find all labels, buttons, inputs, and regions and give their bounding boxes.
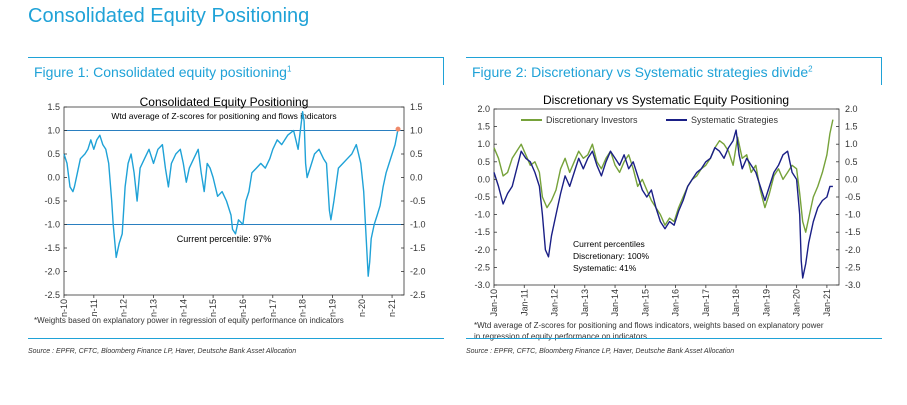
y-tick-label-right: -0.5 [410,196,426,206]
x-tick-label: Jan-18 [298,299,308,317]
x-tick-label: Jan-16 [671,289,681,317]
y-tick-label-right: -1.0 [410,220,426,230]
y-tick-label-left: 0.5 [47,149,60,159]
x-tick-label: Jan-19 [761,289,771,317]
figure-2-title: Figure 2: Discretionary vs Systematic st… [472,64,813,80]
x-tick-label: Jan-17 [268,299,278,317]
y-tick-label-left: 1.0 [47,126,60,136]
y-tick-label-right: 0.0 [845,174,858,184]
y-tick-label-right: -1.0 [845,210,861,220]
y-tick-label-left: -2.5 [474,262,490,272]
x-tick-label: Jan-14 [610,289,620,317]
legend-discretionary-label: Discretionary Investors [546,115,638,125]
y-tick-label-left: -1.5 [474,227,490,237]
x-tick-label: Jan-10 [489,289,499,317]
y-tick-label-left: -1.0 [474,210,490,220]
y-tick-label-right: 0.5 [845,157,858,167]
y-tick-label-right: -2.5 [845,262,861,272]
y-tick-label-left: 2.0 [477,104,490,114]
y-tick-label-left: -2.0 [44,267,60,277]
y-tick-label-left: -0.5 [44,196,60,206]
x-tick-label: Jan-21 [387,299,397,317]
x-tick-label: Jan-18 [731,289,741,317]
y-tick-label-left: -2.0 [474,245,490,255]
x-tick-label: Jan-12 [550,289,560,317]
y-tick-label-left: -3.0 [474,280,490,290]
figure-2-header: Figure 2: Discretionary vs Systematic st… [466,57,882,85]
figure-1-current-percentile: Current percentile: 97% [177,234,272,244]
figure-1-source: Source : EPFR, CFTC, Bloomberg Finance L… [28,338,444,355]
x-tick-label: Jan-14 [178,299,188,317]
y-tick-label-right: 2.0 [845,104,858,114]
y-tick-label-left: 1.5 [47,102,60,112]
x-tick-label: Jan-11 [89,299,99,317]
x-tick-label: Jan-10 [59,299,69,317]
y-tick-label-right: 1.0 [410,126,423,136]
y-tick-label-left: -0.5 [474,192,490,202]
y-tick-label-right: -2.0 [845,245,861,255]
y-tick-label-left: 0.0 [477,174,490,184]
series-line-consolidated-positioning [63,111,399,277]
figure-2-plot-frame [493,108,840,286]
y-tick-label-right: 0.5 [410,149,423,159]
figure-2-footnote-line-1: *Wtd average of Z-scores for positioning… [474,321,824,330]
figure-1-plot-frame [63,106,405,296]
y-tick-label-right: -3.0 [845,280,861,290]
current-value-marker [395,126,401,132]
figure-2-chart: Discretionary vs Systematic Equity Posit… [474,93,861,317]
y-tick-label-right: 0.0 [410,173,423,183]
figure-2-systematic-percentile: Systematic: 41% [573,263,637,273]
figure-2-percentiles-heading: Current percentiles [573,239,645,249]
figure-1-footnote: *Weights based on explanatory power in r… [34,316,344,325]
y-tick-label-right: -2.0 [410,267,426,277]
y-tick-label-right: 1.0 [845,139,858,149]
y-tick-label-right: -1.5 [845,227,861,237]
x-tick-label: Jan-13 [580,289,590,317]
x-tick-label: Jan-20 [357,299,367,317]
y-tick-label-right: 1.5 [845,122,858,132]
figure-2-source: Source : EPFR, CFTC, Bloomberg Finance L… [466,338,882,355]
figure-2-panel: Figure 2: Discretionary vs Systematic st… [466,57,882,377]
figure-2-chart-title: Discretionary vs Systematic Equity Posit… [543,93,789,107]
y-tick-label-left: -1.0 [44,220,60,230]
x-tick-label: Jan-13 [148,299,158,317]
figure-1-title: Figure 1: Consolidated equity positionin… [34,64,292,80]
x-tick-label: Jan-15 [640,289,650,317]
figure-1-chart-title: Consolidated Equity Positioning [140,95,309,109]
figure-1-chart-subtitle: Wtd average of Z-scores for positioning … [111,111,336,121]
y-tick-label-right: -2.5 [410,290,426,300]
x-tick-label: Jan-16 [238,299,248,317]
figure-1-header: Figure 1: Consolidated equity positionin… [28,57,444,85]
x-tick-label: Jan-12 [119,299,129,317]
y-tick-label-left: -2.5 [44,290,60,300]
series-line-systematic-strategies [493,129,833,279]
y-tick-label-left: -1.5 [44,243,60,253]
figure-2-footnote: *Wtd average of Z-scores for positioning… [474,320,824,342]
y-tick-label-right: 1.5 [410,102,423,112]
page-title: Consolidated Equity Positioning [28,5,310,27]
figure-1-chart: Consolidated Equity Positioning Wtd aver… [44,95,426,317]
legend-systematic-label: Systematic Strategies [691,115,779,125]
y-tick-label-left: 1.0 [477,139,490,149]
y-tick-label-left: 0.0 [47,173,60,183]
x-tick-label: Jan-11 [519,289,529,316]
x-tick-label: Jan-17 [701,289,711,317]
series-line-discretionary-investors [493,119,834,233]
x-tick-label: Jan-21 [822,289,832,317]
figure-2-discretionary-percentile: Discretionary: 100% [573,251,650,261]
x-tick-label: Jan-19 [327,299,337,317]
x-tick-label: Jan-20 [792,289,802,317]
figure-2-footnote-line-2: in regression of equity performance on i… [474,332,647,341]
x-tick-label: Jan-15 [208,299,218,317]
y-tick-label-left: 1.5 [477,122,490,132]
y-tick-label-right: -0.5 [845,192,861,202]
y-tick-label-right: -1.5 [410,243,426,253]
figure-1-panel: Figure 1: Consolidated equity positionin… [28,57,444,377]
y-tick-label-left: 0.5 [477,157,490,167]
